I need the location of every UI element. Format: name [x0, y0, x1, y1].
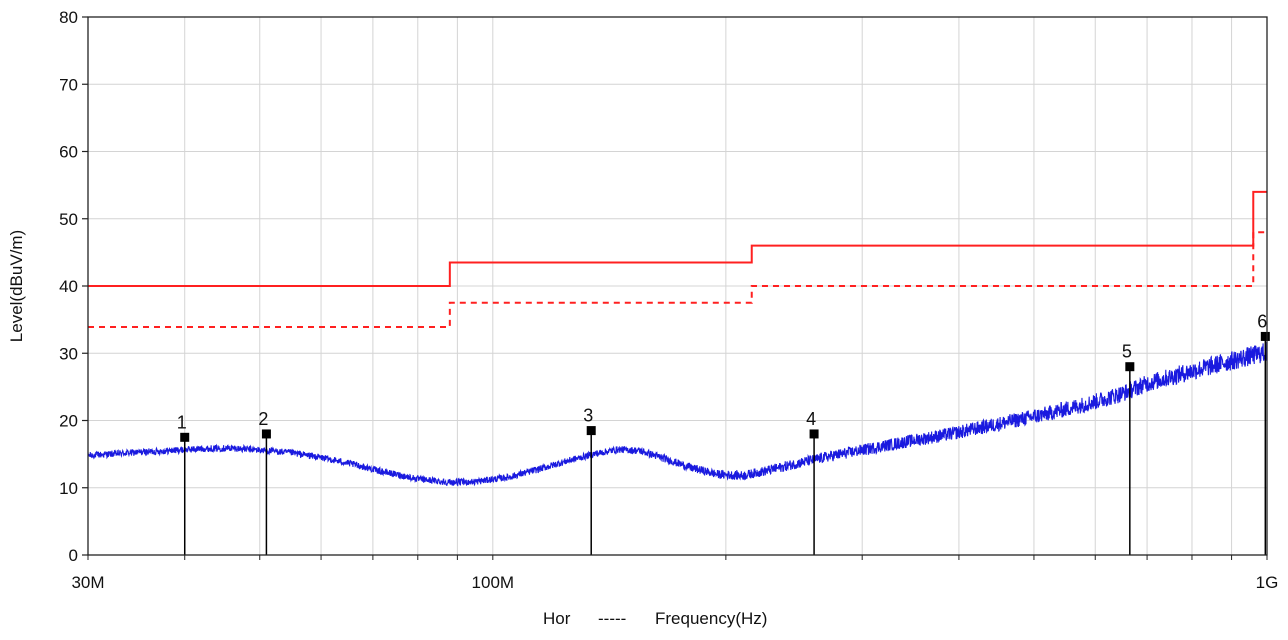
marker-label: 6 [1257, 311, 1267, 331]
y-tick-label: 50 [59, 210, 78, 229]
marker-point [1125, 362, 1135, 372]
measurement-trace [87, 341, 1268, 487]
marker-point [1260, 331, 1270, 341]
marker-label: 3 [583, 406, 593, 426]
y-tick-label: 40 [59, 277, 78, 296]
series-layer [87, 190, 1268, 487]
limit-line-solid [88, 190, 1267, 287]
marker-label: 5 [1122, 342, 1132, 362]
marker-point [586, 426, 596, 436]
y-tick-label: 80 [59, 8, 78, 27]
marker-label: 2 [258, 409, 268, 429]
marker-point [809, 429, 819, 439]
y-tick-label: 30 [59, 344, 78, 363]
marker-label: 1 [177, 412, 187, 432]
y-tick-label: 60 [59, 143, 78, 162]
y-tick-label: 0 [69, 546, 78, 565]
plot-frame [87, 16, 1268, 556]
x-axis-label: Frequency(Hz) [655, 609, 767, 628]
marker-label: 4 [806, 409, 816, 429]
x-axis-label-separator: ----- [598, 609, 626, 628]
marker-layer: 1 2 3 4 5 6 [177, 311, 1270, 555]
x-tick-label: 1G [1256, 573, 1279, 592]
y-axis: 0 10 20 30 40 50 60 70 80 [59, 8, 88, 565]
limit-line-dashed [88, 231, 1267, 329]
marker-point [261, 429, 271, 439]
x-axis: 30M 100M 1G [71, 555, 1278, 592]
x-axis-label-prefix: Hor [543, 609, 571, 628]
marker-point [180, 432, 190, 442]
x-tick-label: 100M [472, 573, 515, 592]
y-tick-label: 10 [59, 479, 78, 498]
y-tick-label: 20 [59, 412, 78, 431]
y-axis-label: Level(dBuV/m) [7, 230, 26, 342]
x-tick-label: 30M [71, 573, 104, 592]
y-tick-label: 70 [59, 75, 78, 94]
